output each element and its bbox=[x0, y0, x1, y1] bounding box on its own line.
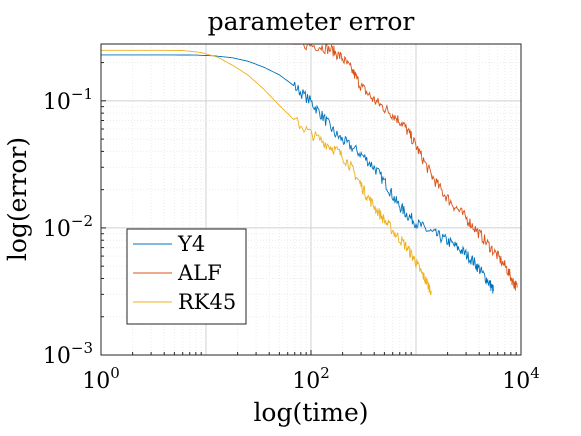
legend-label-alf: ALF bbox=[177, 261, 222, 285]
x-tick-label: 100 bbox=[82, 364, 120, 394]
x-axis-label: log(time) bbox=[253, 398, 368, 427]
series-line-rk45 bbox=[101, 49, 432, 296]
series-line-y4 bbox=[101, 54, 495, 294]
y-tick-label: 10−3 bbox=[43, 339, 93, 369]
legend-label-rk45: RK45 bbox=[178, 290, 236, 314]
legend-label-y4: Y4 bbox=[177, 232, 205, 256]
x-tick-label: 104 bbox=[502, 364, 540, 394]
x-tick-label: 102 bbox=[292, 364, 330, 394]
y-tick-label: 10−2 bbox=[43, 212, 93, 242]
series-layer bbox=[101, 43, 518, 296]
ticks: 100 102 104 10−1 10−2 10−3 bbox=[43, 62, 540, 394]
series-line-alf bbox=[101, 43, 518, 291]
chart-title: parameter error bbox=[208, 7, 415, 36]
legend-box bbox=[126, 228, 247, 325]
y-axis-label: log(error) bbox=[3, 137, 32, 261]
y-tick-label: 10−1 bbox=[43, 85, 93, 115]
legend: Y4 ALF RK45 bbox=[126, 228, 247, 325]
